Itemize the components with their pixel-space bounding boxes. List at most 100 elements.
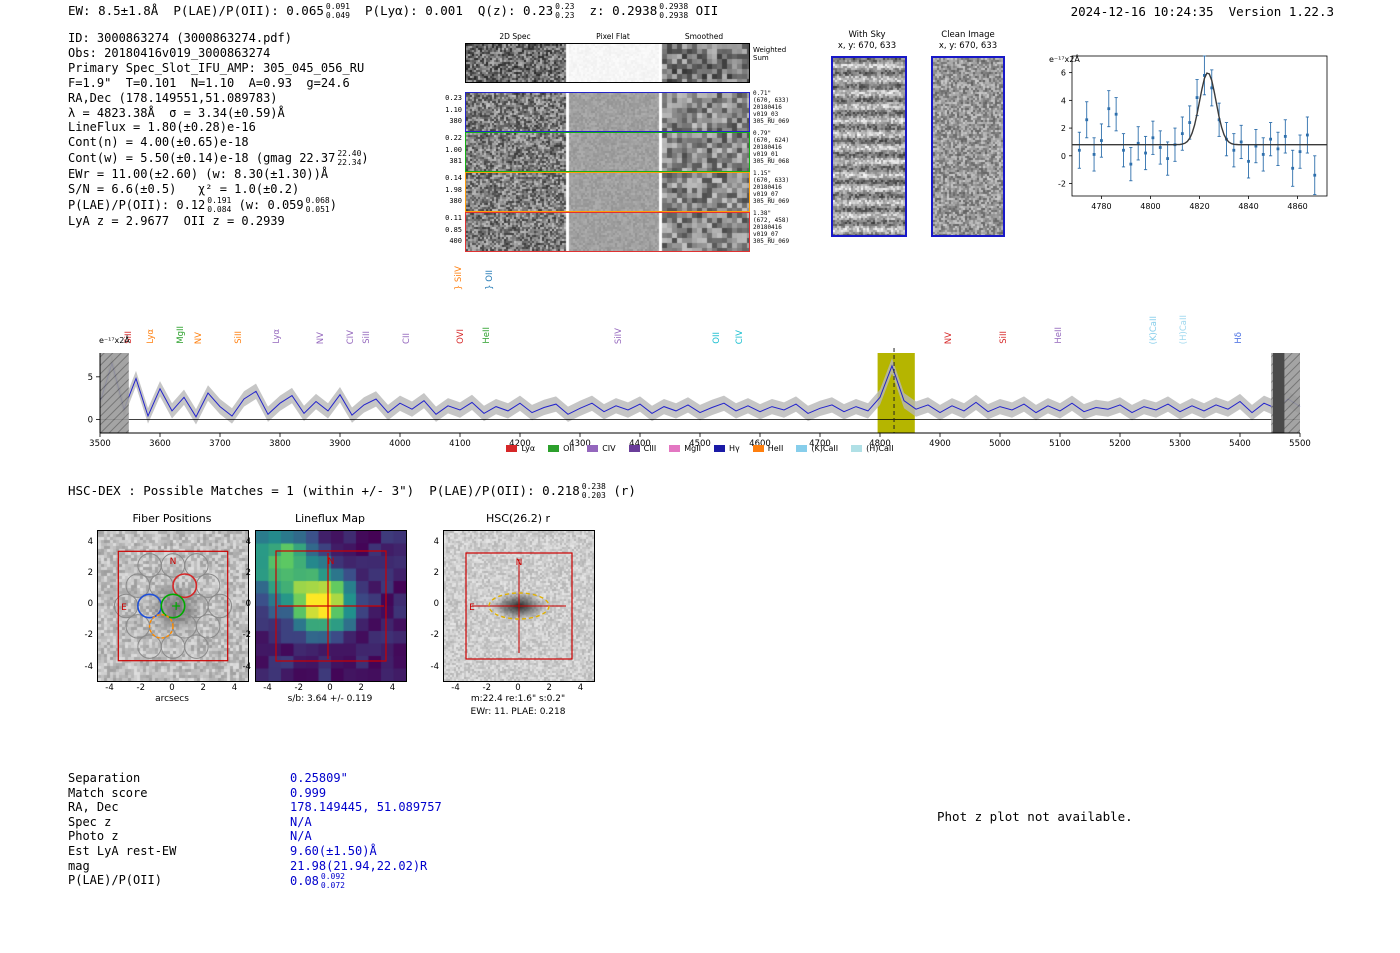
match-table-row: Est LyA rest-EW 9.60(±1.50)Å: [68, 844, 442, 859]
legend-swatch: [669, 445, 680, 452]
match-table-row: Spec z N/A: [68, 815, 442, 830]
info-line: Cont(n) = 4.00(±0.65)e-18: [68, 135, 369, 150]
cutout-ytick: 2: [229, 568, 251, 578]
emission-line-label: HeII: [1054, 327, 1064, 344]
svg-text:4840: 4840: [1238, 202, 1258, 211]
emission-line-label: SiII: [362, 331, 372, 344]
legend-item: (H)CaII: [851, 444, 893, 453]
cutout-xtick: 2: [351, 683, 371, 693]
svg-text:4820: 4820: [1189, 202, 1209, 211]
emission-line-label: HeII: [482, 327, 492, 344]
weighted-sum-label: Weighted Sum: [753, 46, 799, 62]
spec2d-col-header-1: 2D Spec: [465, 32, 565, 41]
cutout-ytick: 0: [417, 599, 439, 609]
emission-line-label: Hδ: [1234, 332, 1244, 344]
svg-text:0: 0: [88, 415, 93, 425]
cutout-xtick: 0: [508, 683, 528, 693]
match-table-row: RA, Dec 178.149445, 51.089757: [68, 800, 442, 815]
cutout-ytick: -2: [417, 630, 439, 640]
cutout-xtick: 4: [571, 683, 591, 693]
match-table-value: N/A: [290, 829, 312, 844]
match-table-label: Match score: [68, 786, 290, 801]
legend-swatch: [587, 445, 598, 452]
cutout-xtick: 0: [162, 683, 182, 693]
cutout-xtick: 2: [539, 683, 559, 693]
emission-line-label: MgII: [176, 326, 186, 344]
clean-image-frame: [931, 56, 1005, 237]
spectrum-units-label: e⁻¹⁷x2Å: [99, 336, 130, 345]
svg-text:-2: -2: [1058, 180, 1066, 189]
cutout-ytick: 0: [229, 599, 251, 609]
cutout-ytick: 4: [417, 537, 439, 547]
spec2d-fiber-strip: [465, 132, 750, 172]
match-table-label: Separation: [68, 771, 290, 786]
hsc-cutout-title: HSC(26.2) r: [443, 512, 593, 525]
cutout-xtick: -4: [446, 683, 466, 693]
lineflux-xlabel: s/b: 3.64 +/- 0.119: [230, 694, 430, 704]
spec2d-fiber-image: [466, 173, 749, 211]
emission-line-label: NV: [194, 332, 204, 344]
emission-line-label: SiII: [999, 331, 1009, 344]
match-table-label: Est LyA rest-EW: [68, 844, 290, 859]
emission-line-label: OVI: [456, 329, 466, 344]
svg-text:E: E: [121, 603, 127, 613]
detection-info-block: ID: 3000863274 (3000863274.pdf) Obs: 2018…: [68, 31, 369, 229]
with-sky-title: With Sky: [828, 30, 906, 40]
svg-text:N: N: [328, 557, 335, 567]
svg-text:N: N: [170, 557, 177, 567]
match-table-value: 178.149445, 51.089757: [290, 800, 442, 815]
cutout-ytick: -2: [71, 630, 93, 640]
stacked-uncertainty: 0.191 0.084: [207, 197, 231, 214]
spec2d-col-header-3: Smoothed: [660, 32, 748, 41]
legend-item: MgII: [669, 444, 701, 453]
info-line: EWr = 11.00(±2.60) (w: 8.30(±1.30))Å: [68, 167, 369, 182]
legend-swatch: [714, 445, 725, 452]
legend-swatch: [548, 445, 559, 452]
spec2d-weighted-image: [466, 44, 749, 82]
legend-item: HeII: [753, 444, 784, 453]
clean-image-coords: x, y: 670, 633: [926, 41, 1010, 51]
cutout-xtick: -2: [289, 683, 309, 693]
hsc-xlabel: m:22.4 re:1.6" s:0.2": [418, 694, 618, 704]
cutout-ytick: -2: [229, 630, 251, 640]
info-line: ID: 3000863274 (3000863274.pdf): [68, 31, 369, 46]
match-table-value: 9.60(±1.50)Å: [290, 844, 377, 859]
cutout-xtick: -2: [131, 683, 151, 693]
emission-line-label: Lyα: [146, 329, 156, 344]
info-line: RA,Dec (178.149551,51.089783): [68, 91, 369, 106]
match-table-label: Photo z: [68, 829, 290, 844]
cutout-xtick: 4: [383, 683, 403, 693]
legend-swatch: [629, 445, 640, 452]
match-table-row: mag 21.98(21.94,22.02)R: [68, 859, 442, 874]
legend-swatch: [506, 445, 517, 452]
svg-text:6: 6: [1061, 69, 1066, 78]
info-line: F=1.9" T=0.101 N=1.10 A=0.93 g=24.6: [68, 76, 369, 91]
cutout-xtick: -4: [258, 683, 278, 693]
cutout-xtick: 4: [225, 683, 245, 693]
summary-line: EW: 8.5±1.8Å P(LAE)/P(OII): 0.065 0.091 0.…: [68, 3, 718, 20]
match-table-value: 0.999: [290, 786, 326, 801]
match-table-row: Separation 0.25809": [68, 771, 442, 786]
info-line: λ = 4823.38Å σ = 3.34(±0.59)Å: [68, 106, 369, 121]
stacked-uncertainty: 0.068 0.051: [306, 197, 330, 214]
svg-text:4860: 4860: [1287, 202, 1307, 211]
emission-line-label: (K)CaII: [1149, 316, 1159, 344]
legend-item: CIV: [587, 444, 615, 453]
stacked-uncertainty: 22.40 22.34: [337, 150, 361, 167]
match-table-label: P(LAE)/P(OII): [68, 873, 290, 890]
emission-line-label: SiII: [234, 331, 244, 344]
legend-item: OII: [548, 444, 574, 453]
clean-image-title: Clean Image: [926, 30, 1010, 40]
stacked-uncertainty: 0.091 0.049: [326, 3, 350, 20]
emission-line-label: CIV: [346, 330, 356, 344]
with-sky-coords: x, y: 670, 633: [828, 41, 906, 51]
lineflux-map-overlay: N: [256, 531, 406, 681]
svg-text:N: N: [516, 558, 523, 568]
emission-line-label: OII: [712, 332, 722, 344]
info-line: P(LAE)/P(OII): 0.12 0.191 0.084 (w: 0.059 0…: [68, 197, 369, 214]
match-table-label: RA, Dec: [68, 800, 290, 815]
spec2d-fiber-strip: [465, 212, 750, 252]
clean-image: [933, 58, 1003, 235]
hsc-cutout: NE: [443, 530, 595, 682]
cutout-xtick: -4: [100, 683, 120, 693]
